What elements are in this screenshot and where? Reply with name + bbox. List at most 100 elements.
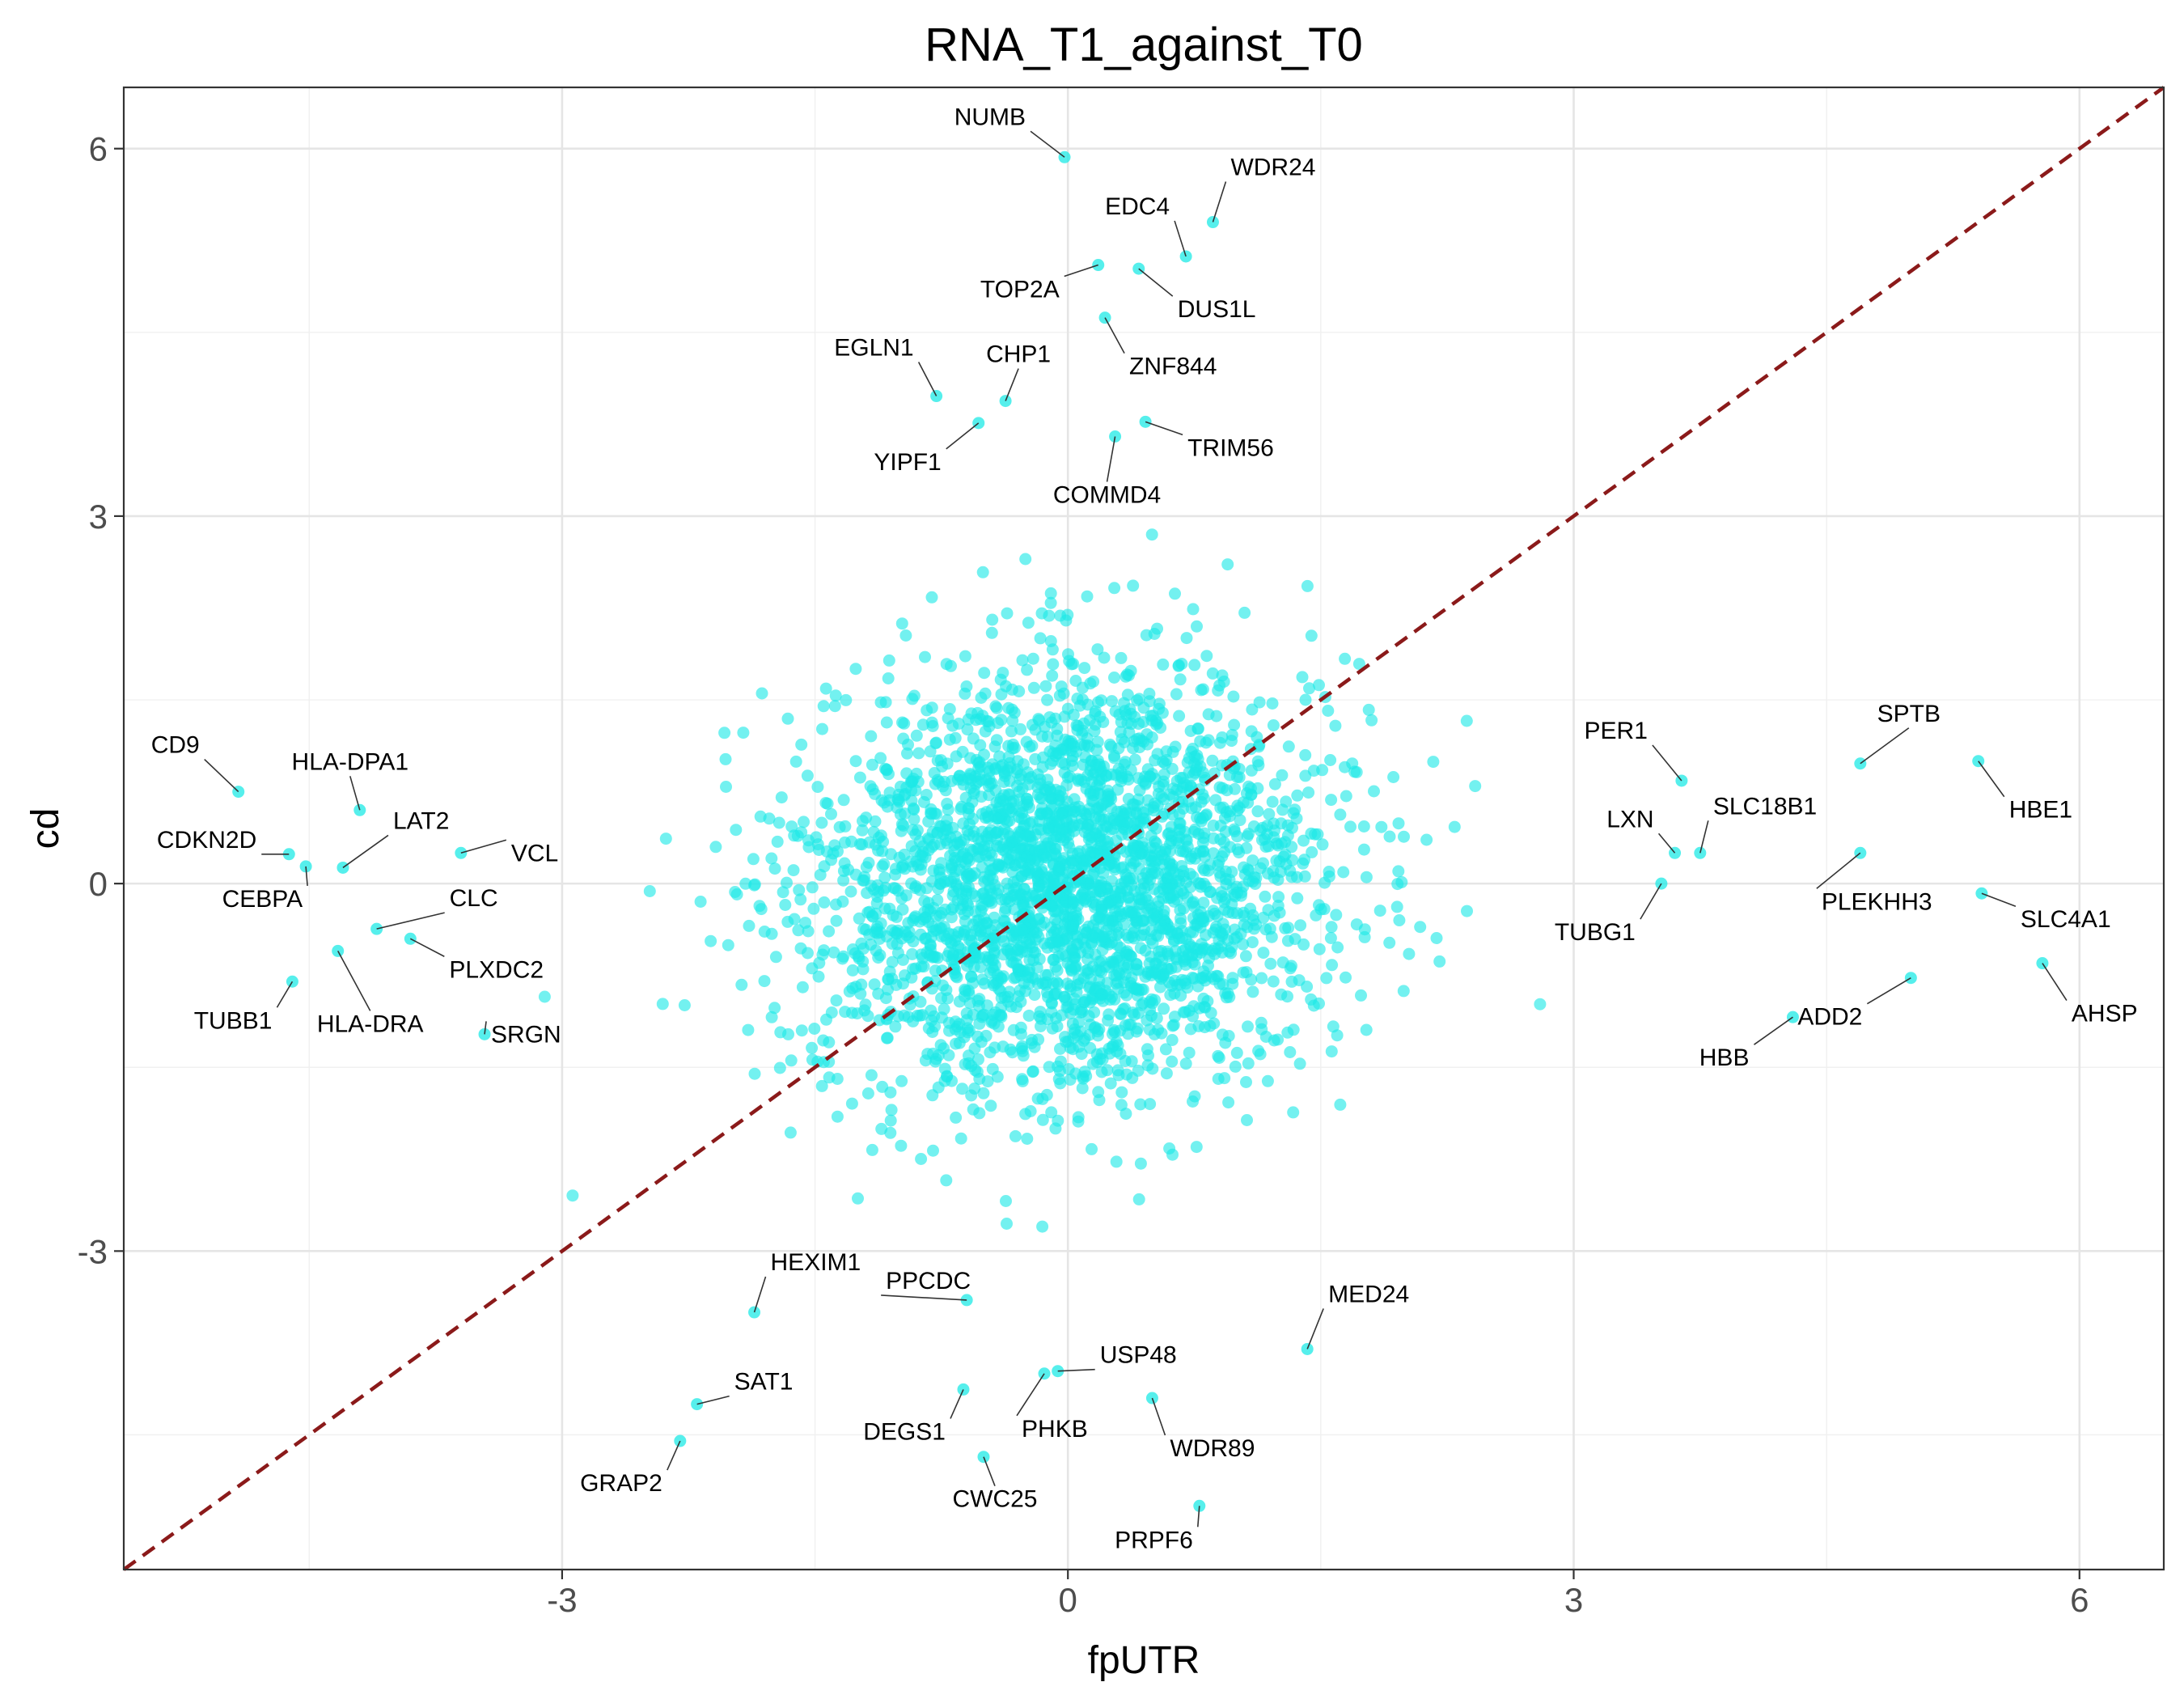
data-point <box>970 753 983 766</box>
data-point <box>1301 579 1314 592</box>
data-point <box>988 810 1001 823</box>
data-point <box>1127 842 1140 854</box>
data-point <box>1223 945 1236 958</box>
data-point <box>1234 814 1246 827</box>
data-point <box>1237 880 1250 893</box>
data-point <box>872 844 885 857</box>
data-point <box>1094 1053 1107 1066</box>
data-point <box>1102 784 1114 797</box>
data-point <box>1261 867 1274 880</box>
data-point <box>953 995 966 1008</box>
data-point <box>1246 854 1259 867</box>
leader-line <box>1212 181 1227 222</box>
data-point <box>1141 1014 1153 1027</box>
data-point <box>1132 693 1145 705</box>
data-point <box>878 796 891 809</box>
data-point <box>1080 896 1093 908</box>
data-point <box>898 1009 911 1022</box>
leader-line <box>696 1395 730 1405</box>
data-point <box>787 864 800 877</box>
data-point <box>882 672 895 684</box>
data-point <box>785 1054 798 1067</box>
data-point <box>1028 989 1041 1002</box>
data-point <box>938 1042 950 1055</box>
data-point <box>1218 1072 1231 1085</box>
data-point <box>1398 830 1410 843</box>
data-point <box>1148 835 1161 848</box>
data-point <box>884 1126 897 1139</box>
data-point <box>946 719 959 732</box>
data-point <box>849 981 862 994</box>
data-point <box>905 840 918 853</box>
data-point <box>1166 1019 1179 1032</box>
data-point <box>1216 930 1229 943</box>
data-point <box>1095 694 1107 707</box>
data-point <box>924 745 937 758</box>
data-point <box>1097 866 1110 879</box>
data-point <box>840 693 853 706</box>
data-point <box>989 1006 1002 1019</box>
data-point <box>774 1026 787 1039</box>
data-point <box>942 875 954 888</box>
reference-line <box>122 86 2165 1571</box>
gene-label-ppcdc: PPCDC <box>886 1268 971 1294</box>
data-point <box>1325 921 1338 934</box>
data-point <box>1272 900 1285 912</box>
data-point <box>1145 854 1158 867</box>
data-point <box>959 650 971 663</box>
data-point <box>830 994 843 1007</box>
data-point <box>882 654 895 667</box>
data-point <box>1055 680 1068 693</box>
data-point <box>1128 982 1141 995</box>
data-point <box>1032 713 1045 726</box>
data-point <box>823 1071 836 1084</box>
data-point <box>1036 730 1048 743</box>
data-point <box>1127 579 1140 592</box>
data-point <box>753 900 766 913</box>
data-point <box>1218 896 1230 909</box>
data-point <box>1133 893 1146 906</box>
data-point <box>1144 1098 1157 1111</box>
data-point <box>1069 675 1082 687</box>
data-point <box>988 1017 1001 1030</box>
gene-label-clc: CLC <box>450 885 498 912</box>
data-point <box>1460 714 1473 727</box>
data-point <box>938 1062 951 1075</box>
data-point <box>1035 879 1048 892</box>
data-point <box>1084 677 1097 690</box>
data-point <box>1173 710 1186 722</box>
data-point <box>1325 1045 1338 1058</box>
data-point <box>965 1060 978 1073</box>
data-point <box>905 877 918 890</box>
data-point <box>1334 808 1347 821</box>
data-point <box>943 703 956 715</box>
data-point <box>1213 977 1226 990</box>
data-point <box>1162 950 1175 963</box>
data-point <box>1108 752 1121 765</box>
data-point <box>912 747 925 760</box>
data-point <box>1360 1023 1373 1036</box>
data-point <box>775 791 788 804</box>
data-point <box>938 1002 950 1015</box>
data-point <box>1140 629 1153 642</box>
data-point <box>793 883 806 896</box>
data-point <box>1298 870 1311 883</box>
data-point <box>1299 748 1312 761</box>
data-point <box>1397 985 1410 998</box>
gene-label-prpf6: PRPF6 <box>1115 1527 1193 1553</box>
data-point <box>795 1024 808 1037</box>
data-point <box>971 994 984 1007</box>
gene-label-plekhh3: PLEKHH3 <box>1822 888 1932 915</box>
data-point <box>997 759 1009 772</box>
data-point <box>886 972 899 985</box>
data-point <box>1031 977 1044 990</box>
data-point <box>1188 659 1201 672</box>
data-point <box>1124 950 1137 963</box>
data-point <box>1217 801 1230 814</box>
data-point <box>1291 892 1304 905</box>
data-point <box>1042 968 1055 981</box>
data-point <box>1111 938 1124 951</box>
data-point <box>765 927 778 940</box>
data-point <box>1222 1096 1235 1109</box>
data-point <box>1227 690 1240 703</box>
